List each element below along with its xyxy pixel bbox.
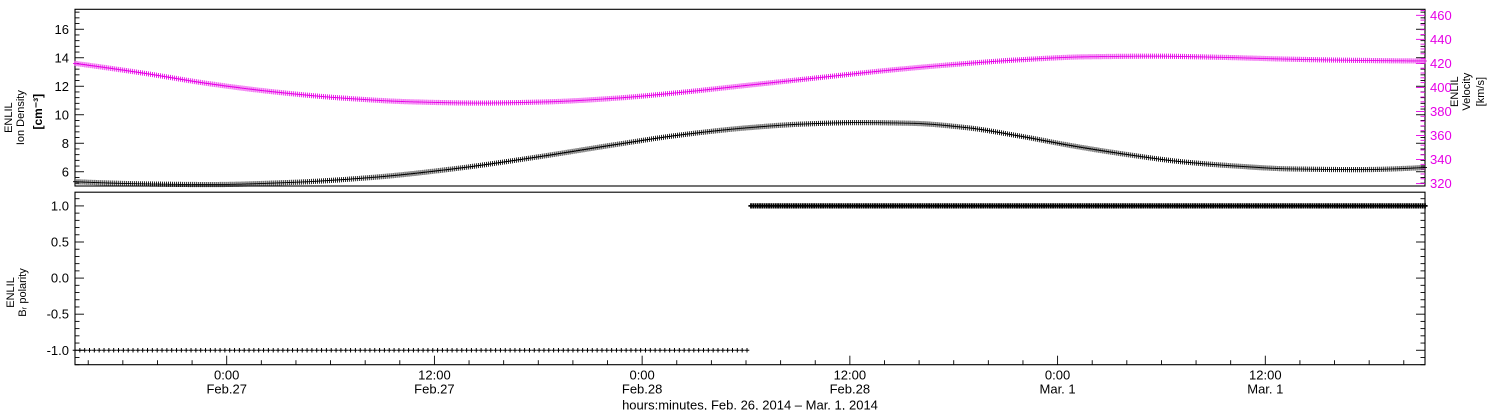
svg-text:420: 420 [1430,56,1452,71]
svg-text:320: 320 [1430,176,1452,191]
svg-text:16: 16 [55,22,69,37]
svg-text:-0.5: -0.5 [47,307,69,322]
svg-text:[cm⁻³]: [cm⁻³] [31,94,45,130]
svg-text:Feb.27: Feb.27 [206,382,246,397]
svg-text:Ion Density: Ion Density [15,90,27,146]
svg-text:Mar. 1: Mar. 1 [1247,382,1283,397]
svg-text:460: 460 [1430,8,1452,23]
svg-text:Velocity: Velocity [1461,72,1473,110]
svg-text:1.0: 1.0 [51,198,69,213]
svg-text:360: 360 [1430,128,1452,143]
svg-text:8: 8 [62,136,69,151]
svg-text:Bᵣ polarity: Bᵣ polarity [17,268,29,317]
svg-text:Feb.28: Feb.28 [830,382,870,397]
svg-text:6: 6 [62,164,69,179]
svg-text:Feb.27: Feb.27 [414,382,454,397]
svg-text:340: 340 [1430,152,1452,167]
svg-text:12:00: 12:00 [834,368,867,383]
svg-text:0.5: 0.5 [51,235,69,250]
svg-text:0:00: 0:00 [214,368,239,383]
svg-text:12:00: 12:00 [1249,368,1282,383]
svg-text:0:00: 0:00 [1045,368,1070,383]
svg-text:10: 10 [55,107,69,122]
svg-text:hours:minutes, Feb. 26, 2014 –: hours:minutes, Feb. 26, 2014 – Mar. 1, 2… [622,398,878,410]
svg-text:14: 14 [55,50,69,65]
svg-text:Feb.28: Feb.28 [622,382,662,397]
svg-text:Mar. 1: Mar. 1 [1040,382,1076,397]
svg-text:12:00: 12:00 [418,368,451,383]
svg-text:12: 12 [55,79,69,94]
svg-text:440: 440 [1430,32,1452,47]
svg-text:0.0: 0.0 [51,271,69,286]
svg-text:[km/s]: [km/s] [1475,77,1487,106]
svg-text:0:00: 0:00 [629,368,654,383]
svg-text:ENLIL: ENLIL [1449,76,1461,107]
svg-text:ENLIL: ENLIL [5,277,17,308]
svg-text:ENLIL: ENLIL [3,102,15,133]
svg-text:-1.0: -1.0 [47,343,69,358]
